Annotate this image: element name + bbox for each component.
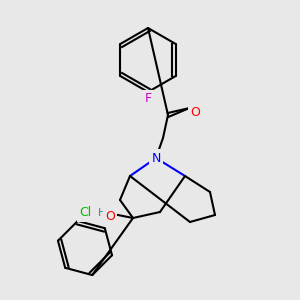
Text: O: O xyxy=(105,209,115,223)
Text: N: N xyxy=(151,152,161,164)
Text: F: F xyxy=(144,92,152,106)
Text: O: O xyxy=(190,106,200,118)
Text: H: H xyxy=(98,208,106,218)
Text: Cl: Cl xyxy=(79,206,91,220)
